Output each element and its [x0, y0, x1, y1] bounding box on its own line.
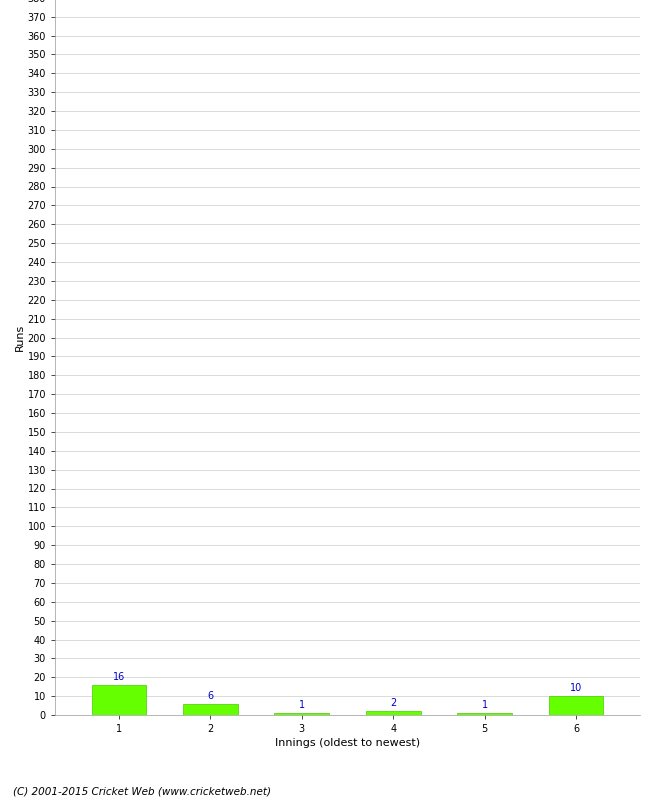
Bar: [92, 685, 146, 715]
Text: 16: 16: [113, 672, 125, 682]
Bar: [366, 711, 421, 715]
Y-axis label: Runs: Runs: [14, 324, 25, 351]
Bar: [274, 713, 329, 715]
Text: 6: 6: [207, 691, 213, 701]
Text: (C) 2001-2015 Cricket Web (www.cricketweb.net): (C) 2001-2015 Cricket Web (www.cricketwe…: [13, 786, 271, 796]
Text: 1: 1: [482, 700, 488, 710]
Bar: [457, 713, 512, 715]
Text: 1: 1: [299, 700, 305, 710]
X-axis label: Innings (oldest to newest): Innings (oldest to newest): [275, 738, 420, 748]
Bar: [549, 696, 603, 715]
Text: 10: 10: [570, 683, 582, 694]
Bar: [183, 704, 238, 715]
Text: 2: 2: [390, 698, 396, 708]
